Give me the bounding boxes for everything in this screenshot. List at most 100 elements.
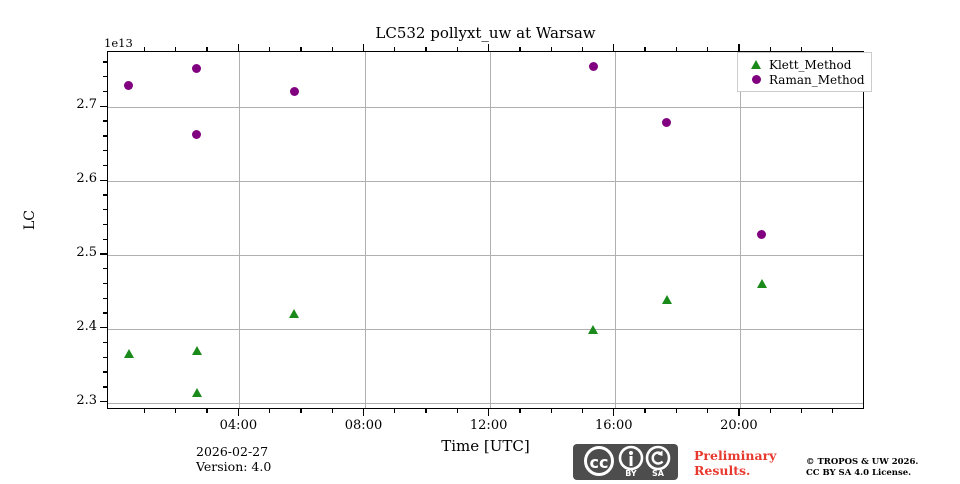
- copyright-block: © TROPOS & UW 2026. CC BY SA 4.0 License…: [806, 457, 918, 479]
- x-axis-minor-tick: [581, 47, 584, 51]
- data-point-klett-method[interactable]: [661, 295, 672, 305]
- legend-label-raman: Raman_Method: [769, 72, 865, 87]
- legend-box[interactable]: Klett_Method Raman_Method: [737, 52, 872, 92]
- data-point-raman-method[interactable]: [757, 229, 767, 239]
- x-axis-minor-tick: [832, 409, 834, 413]
- x-axis-minor-tick: [706, 409, 709, 413]
- data-point-raman-method[interactable]: [289, 86, 299, 96]
- gridline-horizontal: [108, 328, 863, 330]
- gridline-horizontal: [108, 254, 863, 256]
- x-tick-label: 04:00: [219, 418, 258, 433]
- data-point-klett-method[interactable]: [124, 349, 135, 359]
- y-axis-minor-tick: [103, 312, 107, 314]
- x-axis-minor-tick: [206, 409, 208, 413]
- x-axis-minor-tick: [706, 47, 709, 51]
- y-axis-tick: [100, 400, 107, 403]
- copyright-line-1: © TROPOS & UW 2026.: [806, 457, 919, 467]
- y-axis-exponent-label: 1e13: [104, 36, 133, 50]
- data-point-raman-method[interactable]: [192, 64, 202, 74]
- x-axis-minor-tick: [269, 47, 271, 51]
- data-point-raman-method[interactable]: [123, 80, 133, 90]
- y-tick-label: 2.4: [76, 318, 97, 334]
- x-axis-tick: [362, 409, 365, 416]
- x-axis-tick: [487, 44, 490, 51]
- x-axis-minor-tick: [800, 47, 803, 51]
- preliminary-results-note: Preliminary Results.: [694, 448, 776, 478]
- y-axis-minor-tick: [103, 223, 107, 226]
- gridline-vertical: [739, 52, 741, 408]
- legend-entry-raman[interactable]: Raman_Method: [743, 72, 865, 87]
- x-axis-minor-tick: [425, 47, 427, 51]
- x-axis-minor-tick: [175, 47, 177, 51]
- gridline-vertical: [614, 52, 616, 408]
- x-axis-minor-tick: [456, 409, 458, 413]
- x-tick-label: 16:00: [595, 418, 633, 433]
- x-axis-tick: [237, 409, 240, 416]
- y-axis-minor-tick: [103, 120, 107, 122]
- data-point-klett-method[interactable]: [289, 309, 300, 319]
- y-axis-minor-tick: [103, 238, 107, 240]
- y-axis-minor-tick: [103, 90, 107, 93]
- footer-version: Version: 4.0: [196, 459, 272, 474]
- x-axis-minor-tick: [519, 409, 521, 413]
- gridline-horizontal: [108, 181, 863, 183]
- y-axis-minor-tick: [103, 149, 107, 152]
- x-axis-minor-tick: [425, 409, 427, 413]
- x-axis-minor-tick: [300, 47, 302, 51]
- x-tick-label: 20:00: [720, 418, 758, 433]
- x-axis-tick: [362, 44, 365, 51]
- footer-date-block: 2026-02-27 Version: 4.0: [196, 444, 271, 474]
- copyright-line-2: CC BY SA 4.0 License.: [806, 468, 912, 478]
- preliminary-line-2: Results.: [694, 463, 751, 478]
- y-axis-tick: [100, 105, 107, 107]
- y-axis-minor-tick: [103, 135, 107, 137]
- svg-text:cc: cc: [590, 453, 609, 472]
- x-axis-minor-tick: [832, 47, 834, 51]
- y-axis-minor-tick: [103, 356, 107, 358]
- legend-entry-klett[interactable]: Klett_Method: [743, 57, 865, 72]
- x-axis-minor-tick: [143, 409, 146, 413]
- x-axis-minor-tick: [394, 47, 396, 51]
- data-point-klett-method[interactable]: [756, 279, 767, 289]
- x-axis-tick: [613, 44, 615, 51]
- x-axis-minor-tick: [300, 409, 302, 413]
- x-axis-tick: [738, 409, 740, 416]
- x-axis-tick: [738, 44, 740, 51]
- x-axis-minor-tick: [675, 47, 677, 51]
- data-point-raman-method[interactable]: [662, 117, 672, 127]
- footer-date: 2026-02-27: [196, 444, 269, 459]
- y-axis-minor-tick: [103, 341, 107, 344]
- y-axis-tick: [100, 253, 107, 255]
- x-axis-title: Time [UTC]: [441, 437, 530, 455]
- y-axis-minor-tick: [103, 164, 107, 167]
- plot-area[interactable]: [107, 51, 864, 409]
- cc-badge-svg: cc BY SA: [584, 445, 671, 478]
- y-tick-label: 2.5: [76, 244, 97, 260]
- data-point-raman-method[interactable]: [192, 130, 202, 140]
- y-axis-minor-tick: [103, 209, 107, 211]
- x-axis-minor-tick: [581, 409, 584, 413]
- y-tick-label: 2.3: [76, 392, 97, 408]
- data-point-klett-method[interactable]: [191, 387, 202, 397]
- data-point-klett-method[interactable]: [191, 346, 202, 356]
- x-axis-minor-tick: [269, 409, 271, 413]
- y-axis-tick: [100, 179, 107, 181]
- x-axis-minor-tick: [143, 47, 146, 51]
- x-axis-minor-tick: [456, 47, 458, 51]
- x-axis-minor-tick: [550, 47, 552, 51]
- x-axis-tick: [487, 409, 490, 416]
- data-point-klett-method[interactable]: [588, 324, 599, 334]
- x-axis-minor-tick: [519, 47, 521, 51]
- x-axis-minor-tick: [644, 47, 646, 51]
- y-axis-minor-tick: [103, 194, 107, 196]
- gridline-vertical: [239, 52, 241, 408]
- x-tick-label: 12:00: [469, 418, 508, 433]
- gridline-horizontal: [108, 107, 863, 109]
- cc-license-badge-icon[interactable]: cc BY SA: [573, 444, 678, 480]
- x-tick-label: 08:00: [344, 418, 383, 433]
- y-tick-label: 2.7: [76, 97, 97, 113]
- data-point-raman-method[interactable]: [588, 62, 598, 72]
- chart-title: LC532 pollyxt_uw at Warsaw: [375, 24, 596, 42]
- x-axis-minor-tick: [769, 47, 771, 51]
